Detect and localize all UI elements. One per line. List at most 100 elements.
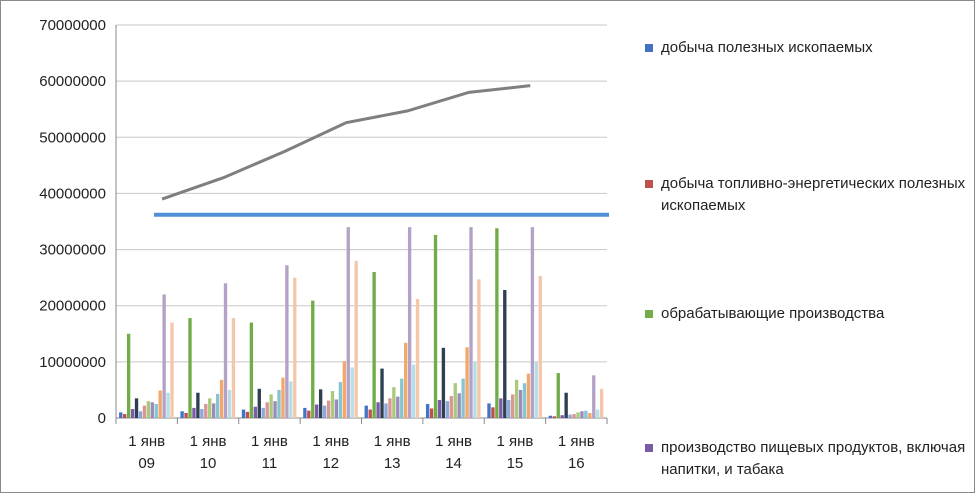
bar [568,414,572,418]
bar [449,396,453,418]
bar [322,405,327,418]
legend-swatch [645,180,653,188]
legend-swatch [645,44,653,52]
bar [477,279,481,418]
bar [588,412,592,418]
x-tick-label: 09 [138,455,155,472]
bar [196,392,200,418]
bar [368,409,372,418]
bar [461,378,465,418]
bar [119,412,123,418]
bar [200,409,204,418]
y-tick-label: 60000000 [39,73,106,90]
bar [154,403,158,418]
y-tick-label: 40000000 [39,185,106,202]
bar [166,392,170,418]
bar [599,388,604,418]
bar [130,409,135,418]
bar [126,333,131,418]
bar [277,389,281,418]
y-tick-label: 20000000 [39,298,106,315]
legend-label: добыча топливно-энергетических полезных … [661,175,966,214]
bar [192,407,196,418]
bar [158,390,162,418]
legend-swatch [645,310,653,318]
bar [538,275,542,418]
bar [556,373,560,418]
bar [188,318,192,418]
bar [400,378,404,418]
bar [564,392,568,418]
bar [510,394,515,418]
bar [265,402,269,418]
bar [338,382,343,418]
bar [376,402,380,418]
bar [415,298,420,418]
bar [293,277,297,418]
bar [257,388,261,418]
bar [162,294,166,418]
bar [453,383,457,418]
bar [219,379,224,418]
chart-legend: добыча полезных ископаемых добыча топливн… [629,1,974,492]
bar [354,260,358,418]
bar [596,409,600,418]
x-tick-label: 15 [507,455,524,472]
bar [372,272,376,418]
bar [289,381,293,418]
bar [388,398,392,418]
x-tick-label: 14 [445,455,462,472]
bar [134,398,139,418]
x-tick-label: 10 [200,455,217,472]
bar [584,410,588,418]
y-tick-label: 50000000 [39,129,106,146]
bar [433,234,438,418]
bar [503,289,507,418]
bar [380,368,384,418]
bar [204,403,208,418]
bar [231,318,236,418]
bar [530,227,535,418]
x-tick-label: 11 [262,455,278,472]
bar [526,373,531,418]
line-series [161,84,531,201]
bar [350,367,354,418]
bar [384,403,388,418]
legend-swatch [645,444,653,452]
bar [429,408,434,418]
x-tick-label: 1 янв [374,433,411,450]
bar [223,283,228,418]
bar [495,228,499,418]
bar [330,391,335,418]
bar [396,396,400,418]
bar [580,411,584,418]
bar [560,415,564,418]
bar [407,227,412,418]
x-tick-label: 1 янв [128,433,165,450]
x-tick-label: 12 [322,455,339,472]
bar [441,347,446,418]
bar [253,406,258,418]
bar [142,405,147,418]
bar [548,415,553,418]
y-tick-label: 30000000 [39,242,106,259]
bar [491,407,495,418]
bar [281,377,285,418]
legend-label: добыча полезных ископаемых [661,39,873,56]
x-tick-label: 1 янв [558,433,595,450]
bar [487,403,491,418]
bar [425,403,430,418]
bar [572,414,576,418]
bar [307,410,311,418]
bar [273,401,277,418]
bar [576,412,580,418]
x-tick-label: 16 [568,455,585,472]
bar [303,407,307,418]
bar [170,322,174,418]
x-tick-label: 1 янв [190,433,227,450]
bar [465,347,469,418]
bar [146,401,151,418]
bar [364,405,368,418]
bar [150,402,154,418]
bar [392,387,396,418]
